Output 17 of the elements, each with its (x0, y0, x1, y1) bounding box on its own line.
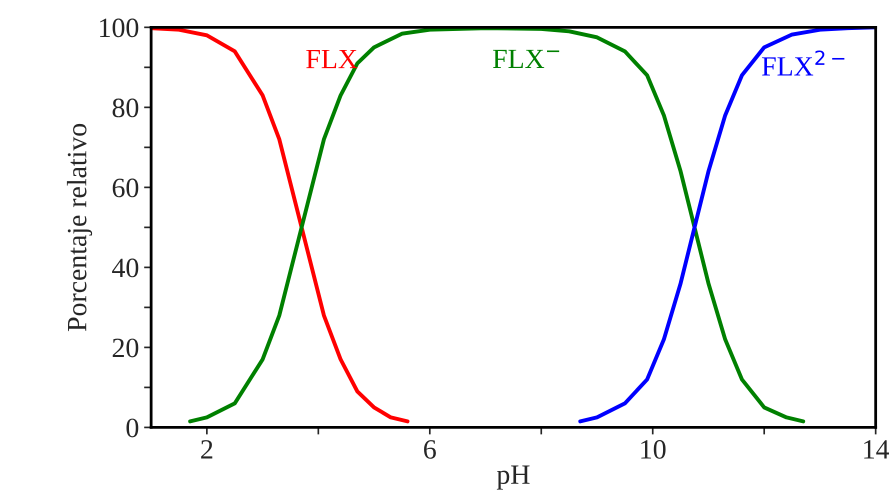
y-tick-label: 40 (112, 258, 138, 278)
y-tick-label: 0 (126, 418, 138, 438)
line-series (151, 27, 410, 424)
y-tick-label: 20 (112, 338, 138, 358)
line-series (578, 27, 876, 424)
y-axis-title: Porcentaje relativo (66, 124, 92, 332)
x-tick-label: 6 (424, 440, 436, 459)
x-tick-label: 2 (201, 440, 212, 458)
x-tick-label: 10 (641, 440, 666, 459)
x-tick-label: 14 (864, 440, 889, 458)
series-label: FLX (306, 50, 358, 68)
series-label: FLX$^{−}$ (492, 50, 560, 68)
x-axis-title: pH (496, 466, 530, 490)
y-tick-label: 80 (112, 98, 138, 118)
series-label: FLX$^{2−}$ (762, 50, 844, 76)
y-tick-label: 60 (112, 178, 138, 198)
y-tick-label: 100 (100, 18, 138, 38)
